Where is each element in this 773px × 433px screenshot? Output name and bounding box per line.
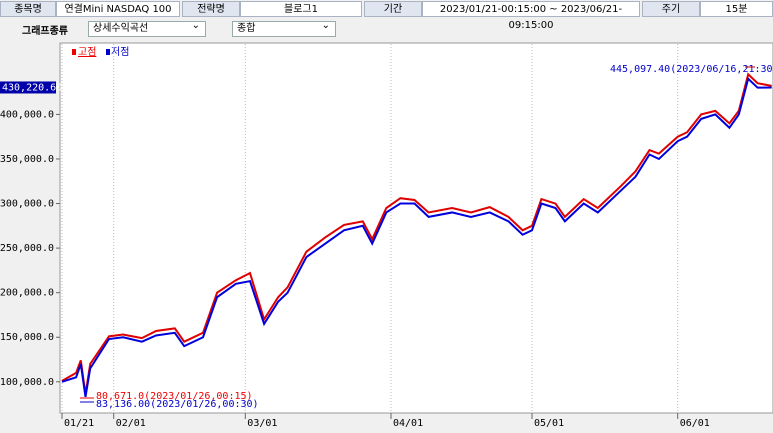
x-tick-label: 02/01 — [116, 418, 146, 429]
annotation: 80,671.0(2023/01/26,00:15) — [96, 391, 253, 402]
y-tick-label: 200,000.0 — [0, 288, 54, 299]
field[interactable]: 블로그1 — [240, 1, 362, 17]
legend-label[interactable]: 고점 — [78, 46, 96, 58]
label: 주기 — [642, 1, 700, 17]
annotation: 83,136.00(2023/01/26,00:30) — [96, 399, 259, 410]
plot-area — [59, 42, 773, 414]
legend-label[interactable]: 저점 — [111, 46, 129, 58]
field[interactable]: 15분 — [700, 1, 773, 17]
label: 종목명 — [0, 1, 56, 17]
label: 전략명 — [182, 1, 240, 17]
series-line — [61, 72, 772, 395]
current-value-box — [0, 81, 56, 94]
dropdown[interactable]: 종합 — [232, 19, 336, 37]
field[interactable]: 2023/01/21-00:15:00 ~ 2023/06/21-09:15:0… — [422, 1, 640, 31]
y-tick-label: 150,000.0 — [0, 332, 54, 343]
x-tick-label: 05/01 — [534, 418, 564, 429]
y-tick-label: 250,000.0 — [0, 243, 54, 254]
label: 그래프종류 — [22, 26, 68, 37]
y-tick-label: 400,000.0 — [0, 109, 54, 120]
x-tick-label: 04/01 — [393, 418, 423, 429]
x-tick-label: 06/01 — [680, 418, 710, 429]
legend-swatch — [72, 49, 76, 55]
legend-swatch — [106, 49, 110, 55]
x-tick-label: 03/01 — [247, 418, 277, 429]
y-tick-label: 100,000.0 — [0, 377, 54, 388]
annotation: 445,097.40(2023/06/16,21:30) — [610, 64, 773, 75]
y-tick-label: 350,000.0 — [0, 154, 54, 165]
series-line — [61, 76, 772, 397]
field[interactable]: 연결Mini NASDAQ 100 — [56, 1, 180, 17]
current-value: 430,220.60 — [2, 82, 62, 93]
toolbar: 종목명 연결Mini NASDAQ 100 전략명 블로그1 기간 2023/0… — [0, 0, 773, 37]
label: 기간 — [364, 1, 422, 17]
chart: 고점 저점 100,000.0 150,000.0 200,000.0 250,000… — [0, 42, 773, 429]
y-tick-label: 300,000.0 — [0, 199, 54, 210]
dropdown[interactable]: 상세수익곡선 — [88, 19, 206, 37]
x-tick-label: 01/21 — [64, 418, 94, 429]
